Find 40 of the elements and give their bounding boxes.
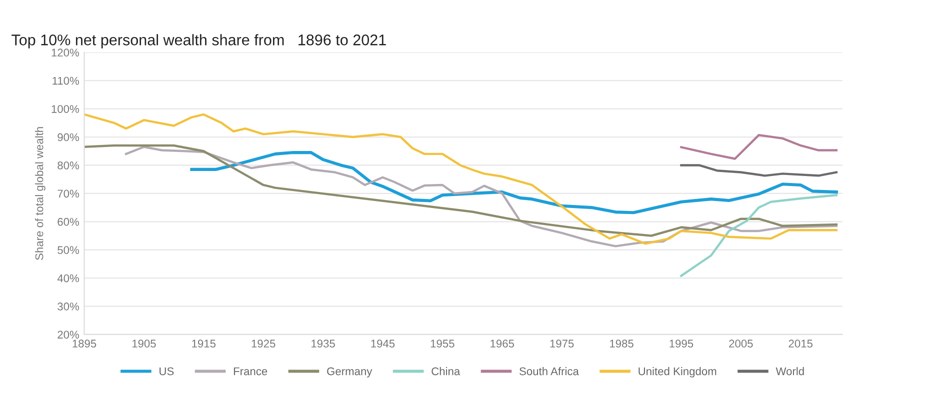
x-tick-label: 1925 [252,340,276,348]
legend-label: Germany [327,367,372,378]
y-tick-label: 70% [58,190,79,198]
y-tick-label: 80% [58,161,79,170]
x-tick-label: 1895 [72,340,96,348]
legend-label: United Kingdom [638,367,716,378]
line-series [124,146,838,248]
chart-title: Top 10% net personal wealth share from 1896 to 2021 [12,34,386,48]
y-tick-label: 20% [58,330,79,339]
legend-label: China [432,367,460,376]
x-tick-label: 2005 [729,340,753,348]
legend-label: World [776,367,804,376]
y-tick-label: 30% [58,302,79,310]
y-tick-label: 60% [58,218,79,226]
x-tick-label: 1985 [610,340,634,348]
x-tick-label: 1975 [550,340,574,348]
line-series [84,113,838,245]
y-tick-label: 50% [58,246,79,254]
y-tick-label: 90% [58,133,79,142]
legend-label: US [160,367,174,376]
x-tick-label: 1995 [670,340,694,348]
legend-label: South Africa [520,367,579,376]
x-tick-label: 1945 [371,340,395,348]
x-tick-label: 1955 [430,340,454,348]
line-series [84,144,838,237]
x-tick-label: 2015 [788,340,813,348]
line-series [680,134,838,160]
y-axis-title: Share of total global wealth [35,127,46,260]
line-series [190,151,838,214]
x-tick-label: 1905 [132,340,156,348]
line-series [680,164,838,177]
y-tick-label: 40% [57,274,79,282]
x-tick-label: 1915 [192,340,216,348]
legend-label: France [234,367,268,376]
y-tick-label: 120% [52,48,79,57]
y-tick-label: 100% [52,105,79,113]
y-tick-label: 110% [52,76,79,85]
x-tick-label: 1965 [490,340,514,348]
x-tick-label: 1935 [312,340,335,348]
line-series [680,194,838,277]
